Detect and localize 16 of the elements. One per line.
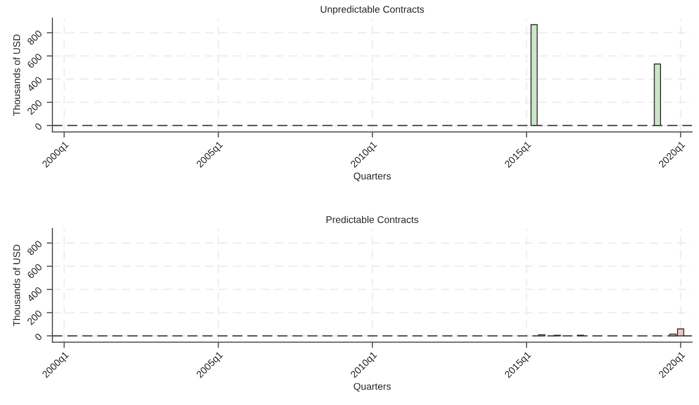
- y-tick-label: 600: [26, 263, 42, 279]
- y-tick-label: 800: [26, 30, 42, 46]
- y-tick-label: 400: [26, 76, 42, 92]
- x-axis-title: Quarters: [354, 172, 391, 182]
- y-tick-label: 200: [26, 310, 42, 326]
- x-axis-title: Quarters: [354, 382, 391, 392]
- y-axis-title: Thousands of USD: [12, 34, 20, 116]
- y-tick-label: 0: [34, 122, 42, 131]
- y-tick-label: 0: [34, 332, 42, 341]
- y-tick-label: 200: [26, 99, 42, 115]
- chart-title: Unpredictable Contracts: [320, 6, 424, 15]
- y-axis-title: Thousands of USD: [12, 244, 20, 326]
- y-tick-label: 600: [26, 52, 42, 69]
- chart-title: Predictable Contracts: [326, 216, 418, 224]
- y-tick-label: 400: [26, 286, 42, 302]
- y-tick-label: 800: [26, 240, 42, 256]
